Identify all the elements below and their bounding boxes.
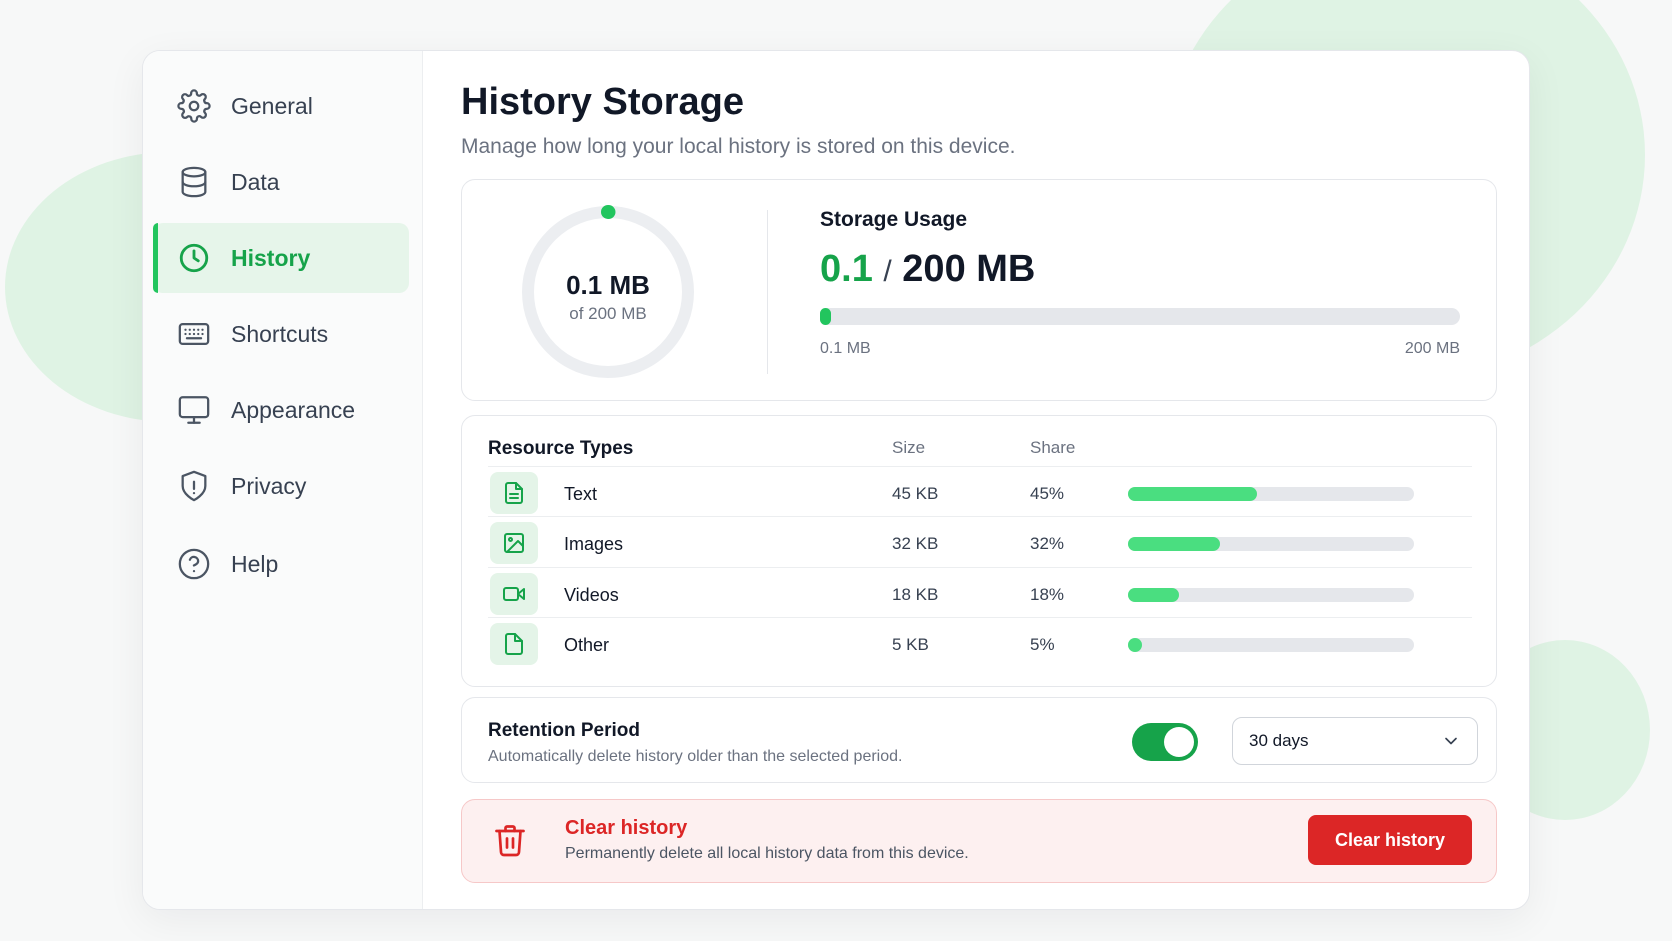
toggle-knob bbox=[1164, 727, 1194, 757]
sidebar-item-privacy[interactable]: Privacy bbox=[153, 451, 409, 521]
sidebar-item-history[interactable]: History bbox=[153, 223, 409, 293]
page-title: History Storage bbox=[461, 81, 744, 123]
shield-icon bbox=[177, 469, 211, 503]
resource-share-fill bbox=[1128, 588, 1180, 602]
database-icon bbox=[177, 165, 211, 199]
sidebar-item-label: Privacy bbox=[231, 472, 307, 499]
sidebar-item-general[interactable]: General bbox=[153, 71, 409, 141]
resource-row-images: Images 32 KB 32% bbox=[488, 516, 1472, 570]
page-subtitle: Manage how long your local history is st… bbox=[461, 135, 1016, 158]
sidebar-item-data[interactable]: Data bbox=[153, 147, 409, 217]
resource-row-other: Other 5 KB 5% bbox=[488, 617, 1472, 671]
resource-size: 18 KB bbox=[892, 585, 939, 604]
chevron-down-icon bbox=[1441, 731, 1461, 751]
donut-used-arc bbox=[521, 205, 695, 379]
image-icon bbox=[490, 522, 538, 564]
sidebar-item-label: Appearance bbox=[231, 396, 356, 423]
resource-share: 5% bbox=[1030, 635, 1055, 654]
resource-row-videos: Videos 18 KB 18% bbox=[488, 567, 1472, 621]
resource-share-bar bbox=[1128, 537, 1414, 551]
main-content: History Storage Manage how long your loc… bbox=[423, 51, 1529, 909]
sidebar-item-label: Data bbox=[231, 168, 280, 195]
storage-progress-bar bbox=[820, 308, 1460, 325]
help-circle-icon bbox=[177, 547, 211, 581]
gear-icon bbox=[177, 89, 211, 123]
sidebar-item-appearance[interactable]: Appearance bbox=[153, 375, 409, 445]
divider bbox=[767, 210, 768, 374]
resource-share-fill bbox=[1128, 638, 1143, 652]
column-header-share: Share bbox=[1030, 438, 1076, 457]
trash-icon bbox=[492, 820, 528, 860]
clock-icon bbox=[177, 241, 211, 275]
donut-value: 0.1 MB bbox=[566, 270, 650, 300]
storage-usage-title: Storage Usage bbox=[820, 208, 968, 231]
settings-window: General Data History Shortcuts Appearanc… bbox=[142, 50, 1530, 910]
retention-period-card: Retention Period Automatically delete hi… bbox=[461, 697, 1497, 783]
resource-name: Text bbox=[564, 484, 598, 504]
usage-separator: / bbox=[883, 255, 892, 288]
retention-title: Retention Period bbox=[488, 720, 641, 741]
sidebar-item-shortcuts[interactable]: Shortcuts bbox=[153, 299, 409, 369]
resource-share: 45% bbox=[1030, 484, 1065, 503]
sidebar: General Data History Shortcuts Appearanc… bbox=[143, 51, 423, 909]
resource-name: Videos bbox=[564, 585, 619, 605]
resource-share: 32% bbox=[1030, 534, 1065, 553]
resource-size: 5 KB bbox=[892, 635, 929, 654]
resource-share-bar bbox=[1128, 487, 1414, 501]
file-text-icon bbox=[490, 472, 538, 514]
sidebar-item-label: General bbox=[231, 92, 313, 119]
storage-usage-card: 0.1 MB of 200 MB Storage Usage 0.1 / 200… bbox=[461, 179, 1497, 401]
retention-description: Automatically delete history older than … bbox=[488, 748, 903, 765]
clear-history-title: Clear history bbox=[565, 817, 688, 839]
resource-types-title: Resource Types bbox=[488, 438, 634, 459]
retention-period-select[interactable]: 30 days bbox=[1232, 717, 1478, 765]
storage-usage-value: 0.1 / 200 MB bbox=[820, 248, 1035, 291]
clear-history-card: Clear history Permanently delete all loc… bbox=[461, 799, 1497, 883]
donut-sub: of 200 MB bbox=[569, 304, 647, 323]
usage-total: 200 MB bbox=[902, 248, 1036, 290]
resource-size: 32 KB bbox=[892, 534, 939, 553]
sidebar-item-label: Shortcuts bbox=[231, 320, 329, 347]
sidebar-item-label: History bbox=[231, 244, 311, 271]
file-icon bbox=[490, 623, 538, 665]
progress-max-label: 200 MB bbox=[1404, 340, 1460, 357]
sidebar-item-help[interactable]: Help bbox=[153, 529, 409, 599]
resource-size: 45 KB bbox=[892, 484, 939, 503]
resource-share-fill bbox=[1128, 487, 1257, 501]
resource-name: Other bbox=[564, 635, 610, 655]
resource-share-fill bbox=[1128, 537, 1220, 551]
storage-progress-fill bbox=[820, 308, 831, 325]
video-icon bbox=[490, 573, 538, 615]
resource-types-card: Resource Types Size Share Text 45 KB 45%… bbox=[461, 415, 1497, 687]
usage-used: 0.1 bbox=[820, 248, 873, 290]
resource-share-bar bbox=[1128, 638, 1414, 652]
column-header-size: Size bbox=[892, 438, 926, 457]
monitor-icon bbox=[177, 393, 211, 427]
storage-donut bbox=[521, 205, 695, 379]
keyboard-icon bbox=[177, 317, 211, 351]
resource-share: 18% bbox=[1030, 585, 1065, 604]
sidebar-item-label: Help bbox=[231, 550, 279, 577]
clear-history-button[interactable]: Clear history bbox=[1308, 815, 1472, 865]
progress-min-label: 0.1 MB bbox=[820, 340, 871, 357]
select-value: 30 days bbox=[1249, 731, 1309, 750]
resource-share-bar bbox=[1128, 588, 1414, 602]
retention-toggle[interactable] bbox=[1132, 723, 1198, 761]
resource-row-text: Text 45 KB 45% bbox=[488, 466, 1472, 520]
clear-history-description: Permanently delete all local history dat… bbox=[565, 845, 969, 862]
resource-name: Images bbox=[564, 534, 624, 554]
